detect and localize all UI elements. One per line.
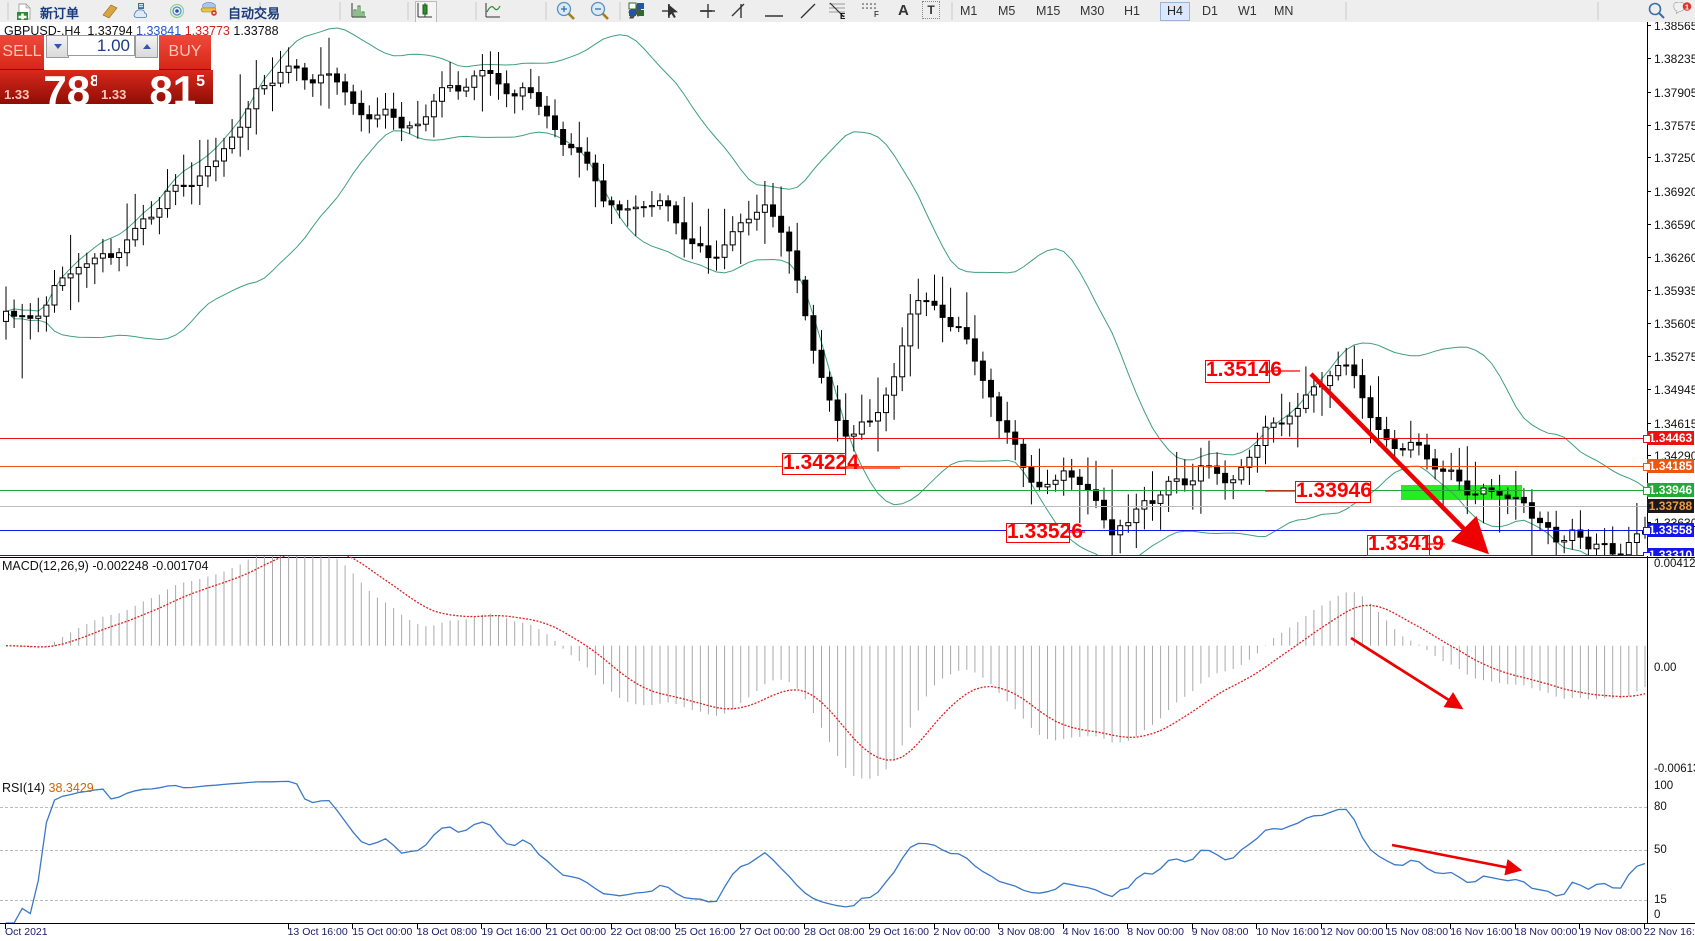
svg-text:E: E bbox=[840, 12, 846, 20]
svg-text:F: F bbox=[874, 10, 879, 17]
svg-text:1: 1 bbox=[1685, 2, 1689, 11]
